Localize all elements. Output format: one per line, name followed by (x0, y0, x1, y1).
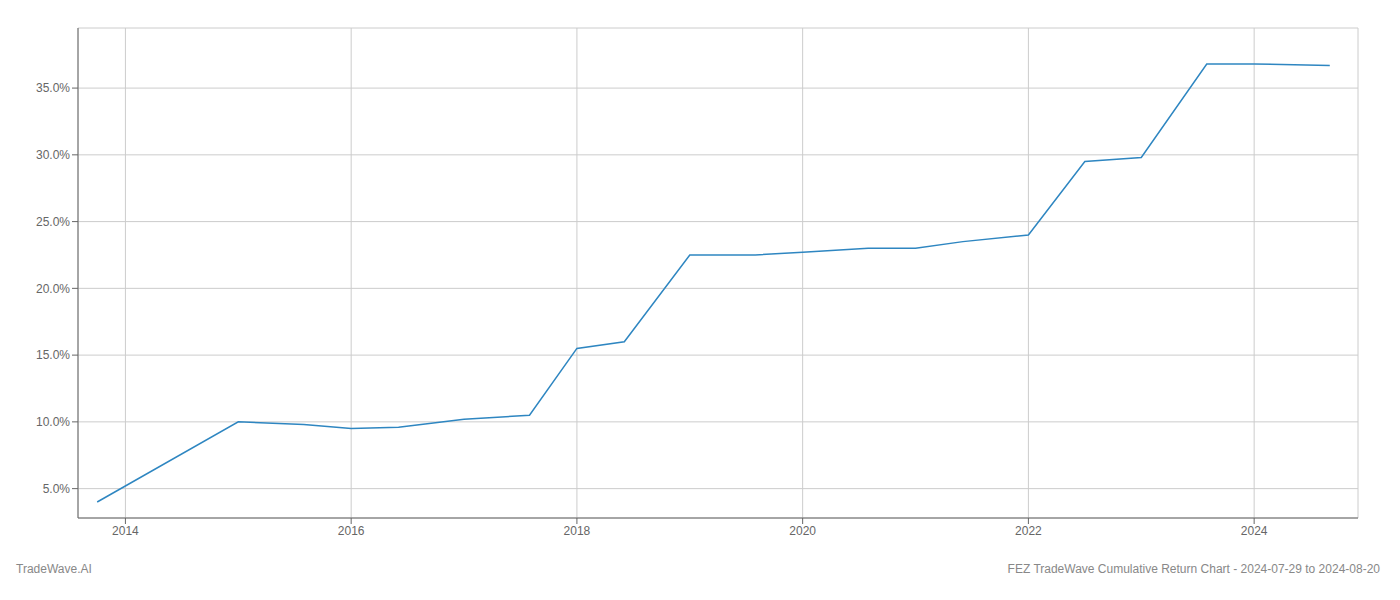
html-text:TradeWave.AI: TradeWave.AI (16, 562, 92, 576)
svg-text:2020: 2020 (789, 524, 816, 538)
svg-text:2022: 2022 (1015, 524, 1042, 538)
svg-text:20.0%: 20.0% (36, 282, 70, 296)
svg-text:30.0%: 30.0% (36, 148, 70, 162)
html-text:FEZ TradeWave Cumulative Retur: FEZ TradeWave Cumulative Return Chart - … (1007, 562, 1380, 576)
svg-text:2018: 2018 (564, 524, 591, 538)
svg-text:2024: 2024 (1241, 524, 1268, 538)
svg-text:25.0%: 25.0% (36, 215, 70, 229)
svg-text:10.0%: 10.0% (36, 415, 70, 429)
svg-text:35.0%: 35.0% (36, 81, 70, 95)
svg-text:2016: 2016 (338, 524, 365, 538)
svg-text:15.0%: 15.0% (36, 348, 70, 362)
svg-text:5.0%: 5.0% (43, 482, 71, 496)
svg-text:2014: 2014 (112, 524, 139, 538)
